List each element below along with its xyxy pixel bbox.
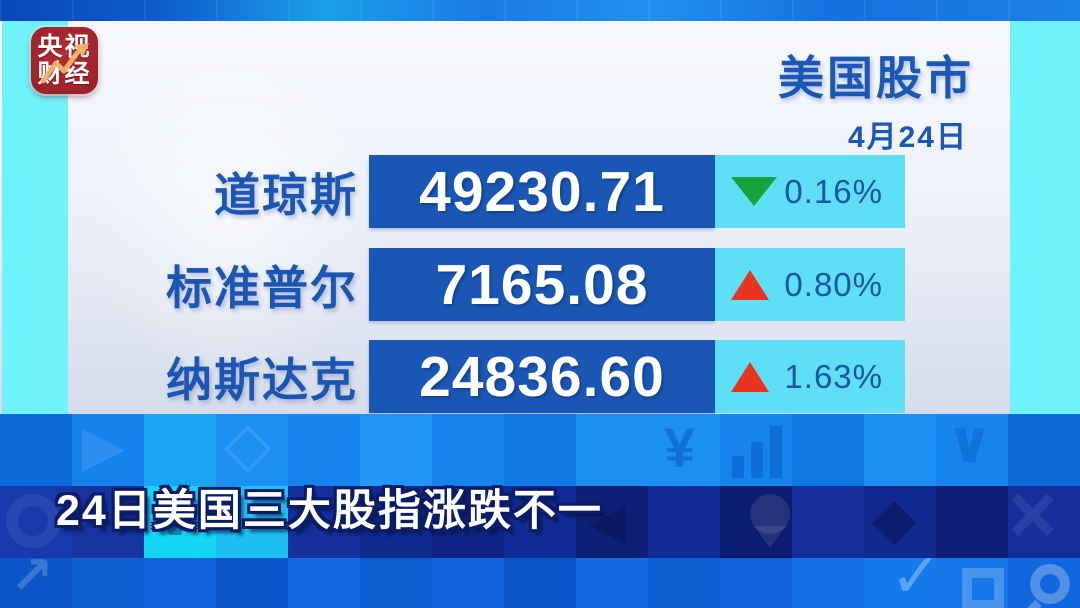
index-row-sp: 标准普尔 7165.08 0.80% [0,248,1080,321]
index-value: 24836.60 [369,340,715,413]
chevron-icon: ∨ [946,414,994,475]
index-change-box: 0.16% [715,155,905,228]
mosaic-tile [936,486,1008,558]
down-triangle-icon [731,177,777,206]
news-caption: 24日美国三大股指涨跌不一 [56,487,603,535]
chevron-down-icon: ∨ [150,480,201,549]
mosaic-tile [360,486,432,558]
mosaic-tile [432,558,504,608]
cctv-finance-logo: 央视 财经 [31,27,98,94]
index-change: 1.63% [784,357,883,395]
diamond-icon: ◆ [872,486,917,551]
mosaic-tile [576,558,648,608]
index-change-box: 0.80% [715,248,905,321]
top-decor-strip [0,0,1080,21]
magnifier-icon [1030,564,1070,604]
mosaic-tile [864,558,936,608]
mosaic-tile [648,558,720,608]
up-triangle-icon [731,361,769,392]
mosaic-tile [648,414,720,486]
mosaic-tile [0,558,72,608]
triangle-left-icon: ◀ [588,493,627,549]
play-triangle-icon: ▶ [82,414,126,477]
index-name: 纳斯达克 [166,353,358,406]
mosaic-tile [792,414,864,486]
market-date: 4月24日 [847,121,968,154]
mosaic-tile [864,486,936,558]
stock-arrow-icon [40,43,89,84]
market-title: 美国股市 [778,52,974,104]
bar-chart-icon [732,424,782,478]
circle-outline-icon [6,494,60,548]
mosaic-tile [1008,486,1080,558]
mosaic-tile [432,414,504,486]
mosaic-tile [1008,414,1080,486]
bottom-mosaic-band: ▶ ◇ ¥ ∨ ∨ ◀ ◆ × ↗ ✓ [0,414,1080,608]
index-row-dowjones: 道琼斯 49230.71 0.16% [0,155,1080,228]
mosaic-tile [648,486,720,558]
mosaic-tile [144,558,216,608]
index-value: 49230.71 [369,155,715,228]
index-row-nasdaq: 纳斯达克 24836.60 1.63% [0,340,1080,413]
mosaic-tile [144,486,216,558]
mosaic-tile [216,486,288,558]
mosaic-tile [216,558,288,608]
index-value: 7165.08 [369,248,715,321]
up-triangle-icon [731,269,769,300]
mosaic-tile [0,414,72,486]
right-accent-strip [1010,21,1080,414]
mosaic-tile [360,558,432,608]
mosaic-tile [288,486,360,558]
mosaic-tile [216,414,288,486]
mosaic-tile [504,414,576,486]
mosaic-tile [864,414,936,486]
square-outline-icon [962,568,1004,608]
index-name: 道琼斯 [214,168,358,221]
mosaic-tile [576,486,648,558]
mosaic-tile [936,414,1008,486]
x-icon: × [1008,467,1058,561]
mosaic-tile [72,558,144,608]
mosaic-tile [792,486,864,558]
location-pin-icon [750,494,790,534]
index-change: 0.80% [784,265,883,303]
mosaic-tile [576,414,648,486]
mosaic-tile [792,558,864,608]
index-name: 标准普尔 [166,261,358,314]
mosaic-tile [72,486,144,558]
arrow-up-right-icon: ↗ [10,547,54,605]
index-change: 0.16% [784,172,883,210]
index-change-box: 1.63% [715,340,905,413]
mosaic-tile [504,558,576,608]
mosaic-tile [72,414,144,486]
diamond-outline-icon: ◇ [224,414,272,479]
check-icon: ✓ [890,542,942,608]
mosaic-tile [360,414,432,486]
mosaic-tile [504,486,576,558]
yen-icon: ¥ [664,416,696,479]
mosaic-tile [432,486,504,558]
mosaic-tile [288,558,360,608]
mosaic-tile [936,558,1008,608]
mosaic-tile [144,414,216,486]
mosaic-tile [288,414,360,486]
panel-header: 美国股市 4月24日 [778,42,974,156]
mosaic-tile [720,558,792,608]
